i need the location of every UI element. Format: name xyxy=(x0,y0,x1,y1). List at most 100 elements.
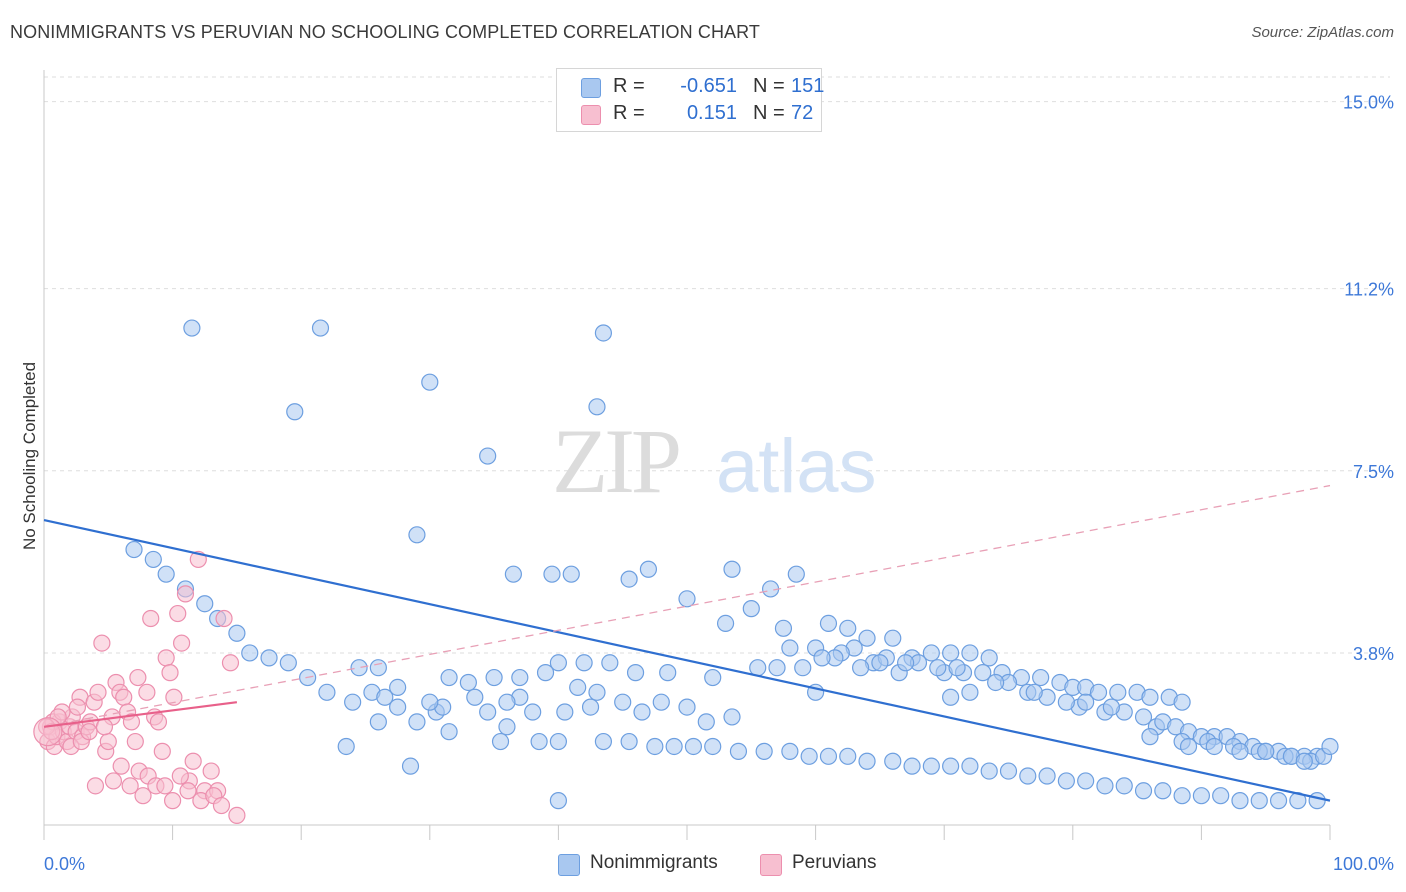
point-peruvians xyxy=(161,664,179,682)
point-nonimmigrants xyxy=(1057,772,1075,790)
point-nonimmigrants xyxy=(491,732,510,751)
y-tick-label: 7.5% xyxy=(1353,462,1394,482)
point-nonimmigrants xyxy=(1250,792,1268,810)
point-nonimmigrants xyxy=(987,673,1005,692)
point-nonimmigrants xyxy=(626,664,645,682)
point-nonimmigrants xyxy=(1212,787,1230,805)
point-nonimmigrants xyxy=(440,723,458,741)
point-nonimmigrants xyxy=(466,688,484,706)
point-nonimmigrants xyxy=(659,664,677,682)
legend-n-value: 72 xyxy=(791,102,814,124)
point-peruvians xyxy=(164,792,182,810)
point-nonimmigrants xyxy=(787,565,805,583)
point-peruvians xyxy=(95,718,114,736)
point-nonimmigrants xyxy=(858,629,876,647)
point-nonimmigrants xyxy=(684,737,703,756)
legend-r-value: 0.151 xyxy=(686,102,737,124)
point-nonimmigrants xyxy=(311,319,330,337)
point-peruvians xyxy=(215,609,233,628)
point-peruvians xyxy=(104,772,123,790)
point-nonimmigrants xyxy=(562,565,580,583)
point-nonimmigrants xyxy=(1179,737,1198,756)
point-nonimmigrants xyxy=(716,614,735,633)
y-tick-label: 15.0% xyxy=(1343,93,1394,113)
point-nonimmigrants xyxy=(479,447,497,465)
point-nonimmigrants xyxy=(459,673,477,692)
y-tick-label: 11.2% xyxy=(1344,280,1394,300)
point-nonimmigrants xyxy=(1141,728,1159,746)
point-nonimmigrants xyxy=(1025,683,1043,701)
point-nonimmigrants xyxy=(852,659,870,677)
point-nonimmigrants xyxy=(652,693,670,711)
point-nonimmigrants xyxy=(569,678,587,697)
point-nonimmigrants xyxy=(1019,767,1037,785)
legend-n-label: N = xyxy=(753,102,785,124)
point-peruvians xyxy=(169,604,187,623)
watermark-zip: ZIP xyxy=(552,410,679,512)
point-peruvians xyxy=(179,782,197,800)
point-nonimmigrants xyxy=(980,649,998,667)
legend-n-label: N = xyxy=(753,75,785,97)
point-nonimmigrants xyxy=(723,708,741,726)
legend-r-value: -0.651 xyxy=(680,75,737,97)
point-nonimmigrants xyxy=(421,373,439,391)
point-nonimmigrants xyxy=(408,713,426,731)
point-nonimmigrants xyxy=(504,565,522,583)
point-peruvians xyxy=(157,649,175,667)
point-nonimmigrants xyxy=(961,683,979,701)
trend-line-peruvians xyxy=(43,701,238,728)
point-nonimmigrants xyxy=(524,703,542,721)
point-nonimmigrants xyxy=(665,737,683,756)
point-nonimmigrants xyxy=(511,668,529,687)
point-nonimmigrants xyxy=(479,703,497,721)
point-nonimmigrants xyxy=(961,644,979,662)
point-nonimmigrants xyxy=(819,614,838,633)
point-peruvians xyxy=(93,634,111,652)
watermark-atlas: atlas xyxy=(716,424,877,509)
point-peruvians xyxy=(221,654,240,672)
point-nonimmigrants xyxy=(1109,683,1127,701)
point-peruvians xyxy=(149,713,168,731)
point-peruvians xyxy=(80,723,98,741)
point-nonimmigrants xyxy=(813,649,831,667)
point-nonimmigrants xyxy=(749,659,767,677)
point-nonimmigrants xyxy=(485,668,503,687)
point-peruvians xyxy=(33,717,63,747)
point-peruvians xyxy=(129,668,147,687)
point-peruvians xyxy=(176,585,195,603)
point-nonimmigrants xyxy=(588,683,606,701)
point-nonimmigrants xyxy=(1173,787,1191,805)
point-nonimmigrants xyxy=(498,693,516,711)
point-nonimmigrants xyxy=(729,742,748,760)
point-nonimmigrants xyxy=(1077,772,1095,790)
point-peruvians xyxy=(126,732,144,751)
point-nonimmigrants xyxy=(678,698,696,716)
point-peruvians xyxy=(122,713,141,731)
watermark: ZIP atlas xyxy=(552,410,877,512)
point-nonimmigrants xyxy=(697,713,715,731)
point-nonimmigrants xyxy=(633,703,651,721)
point-nonimmigrants xyxy=(344,693,362,711)
legend-label-nonimmigrants: Nonimmigrants xyxy=(590,852,718,873)
point-peruvians xyxy=(184,752,202,770)
legend-label-peruvians: Peruvians xyxy=(792,852,877,873)
point-nonimmigrants xyxy=(549,654,568,672)
point-nonimmigrants xyxy=(144,550,162,569)
point-nonimmigrants xyxy=(286,403,304,421)
gridlines xyxy=(44,76,1390,654)
point-nonimmigrants xyxy=(536,664,555,682)
y-tick-label: 3.8% xyxy=(1353,644,1394,664)
point-nonimmigrants xyxy=(1038,767,1056,785)
point-nonimmigrants xyxy=(942,757,960,775)
x-tick-label-max: 100.0% xyxy=(1333,854,1394,874)
point-peruvians xyxy=(202,762,220,780)
point-nonimmigrants xyxy=(980,762,998,780)
point-nonimmigrants xyxy=(594,324,613,342)
point-peruvians xyxy=(212,796,231,815)
point-nonimmigrants xyxy=(125,540,143,559)
point-peruvians xyxy=(134,787,152,805)
point-nonimmigrants xyxy=(1154,782,1172,800)
point-nonimmigrants xyxy=(1308,792,1326,810)
point-nonimmigrants xyxy=(755,742,773,760)
